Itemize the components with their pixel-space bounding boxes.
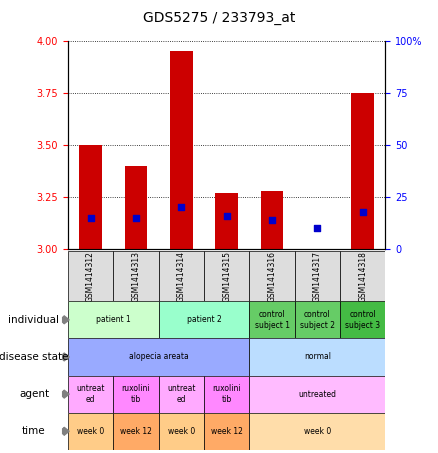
FancyBboxPatch shape <box>159 376 204 413</box>
Text: control
subject 1: control subject 1 <box>254 310 290 329</box>
Text: untreated: untreated <box>298 390 336 399</box>
FancyBboxPatch shape <box>68 338 249 376</box>
Point <box>268 217 276 224</box>
Point <box>132 214 139 222</box>
Text: GSM1414315: GSM1414315 <box>222 251 231 302</box>
FancyBboxPatch shape <box>249 338 385 376</box>
Text: patient 1: patient 1 <box>96 315 131 324</box>
Point <box>178 204 185 211</box>
Point <box>314 225 321 232</box>
Text: week 12: week 12 <box>120 427 152 436</box>
FancyBboxPatch shape <box>68 376 113 413</box>
Text: control
subject 2: control subject 2 <box>300 310 335 329</box>
Text: alopecia areata: alopecia areata <box>129 352 188 361</box>
Bar <box>351 93 374 249</box>
Text: normal: normal <box>304 352 331 361</box>
FancyBboxPatch shape <box>204 413 249 450</box>
FancyBboxPatch shape <box>68 413 113 450</box>
Text: patient 2: patient 2 <box>187 315 221 324</box>
Text: GSM1414314: GSM1414314 <box>177 251 186 302</box>
FancyBboxPatch shape <box>249 376 385 413</box>
Text: individual: individual <box>8 315 60 325</box>
Text: agent: agent <box>19 389 49 399</box>
Bar <box>79 145 102 249</box>
FancyBboxPatch shape <box>295 251 340 301</box>
Text: ruxolini
tib: ruxolini tib <box>212 385 241 404</box>
Bar <box>261 191 283 249</box>
Point <box>359 208 366 215</box>
Text: GSM1414316: GSM1414316 <box>268 251 276 302</box>
Text: untreat
ed: untreat ed <box>167 385 195 404</box>
Point <box>87 214 94 222</box>
FancyBboxPatch shape <box>68 301 159 338</box>
Bar <box>170 51 193 249</box>
Text: GSM1414313: GSM1414313 <box>131 251 141 302</box>
Text: week 0: week 0 <box>168 427 195 436</box>
Bar <box>215 193 238 249</box>
Text: GSM1414318: GSM1414318 <box>358 251 367 302</box>
FancyBboxPatch shape <box>113 413 159 450</box>
Text: GSM1414312: GSM1414312 <box>86 251 95 302</box>
Text: control
subject 3: control subject 3 <box>345 310 380 329</box>
Text: untreat
ed: untreat ed <box>76 385 105 404</box>
FancyBboxPatch shape <box>159 301 249 338</box>
Text: GDS5275 / 233793_at: GDS5275 / 233793_at <box>143 11 295 25</box>
FancyBboxPatch shape <box>249 413 385 450</box>
FancyBboxPatch shape <box>249 251 295 301</box>
Text: time: time <box>22 426 46 436</box>
Text: week 0: week 0 <box>304 427 331 436</box>
Point <box>223 212 230 219</box>
FancyBboxPatch shape <box>113 376 159 413</box>
FancyBboxPatch shape <box>68 251 113 301</box>
FancyBboxPatch shape <box>295 301 340 338</box>
Text: week 12: week 12 <box>211 427 243 436</box>
FancyBboxPatch shape <box>204 251 249 301</box>
FancyBboxPatch shape <box>340 251 385 301</box>
Text: disease state: disease state <box>0 352 69 362</box>
FancyBboxPatch shape <box>113 251 159 301</box>
Text: ruxolini
tib: ruxolini tib <box>122 385 150 404</box>
Text: GSM1414317: GSM1414317 <box>313 251 322 302</box>
FancyBboxPatch shape <box>249 301 295 338</box>
Text: week 0: week 0 <box>77 427 104 436</box>
FancyBboxPatch shape <box>340 301 385 338</box>
Bar <box>124 166 147 249</box>
FancyBboxPatch shape <box>159 413 204 450</box>
FancyBboxPatch shape <box>159 251 204 301</box>
FancyBboxPatch shape <box>204 376 249 413</box>
